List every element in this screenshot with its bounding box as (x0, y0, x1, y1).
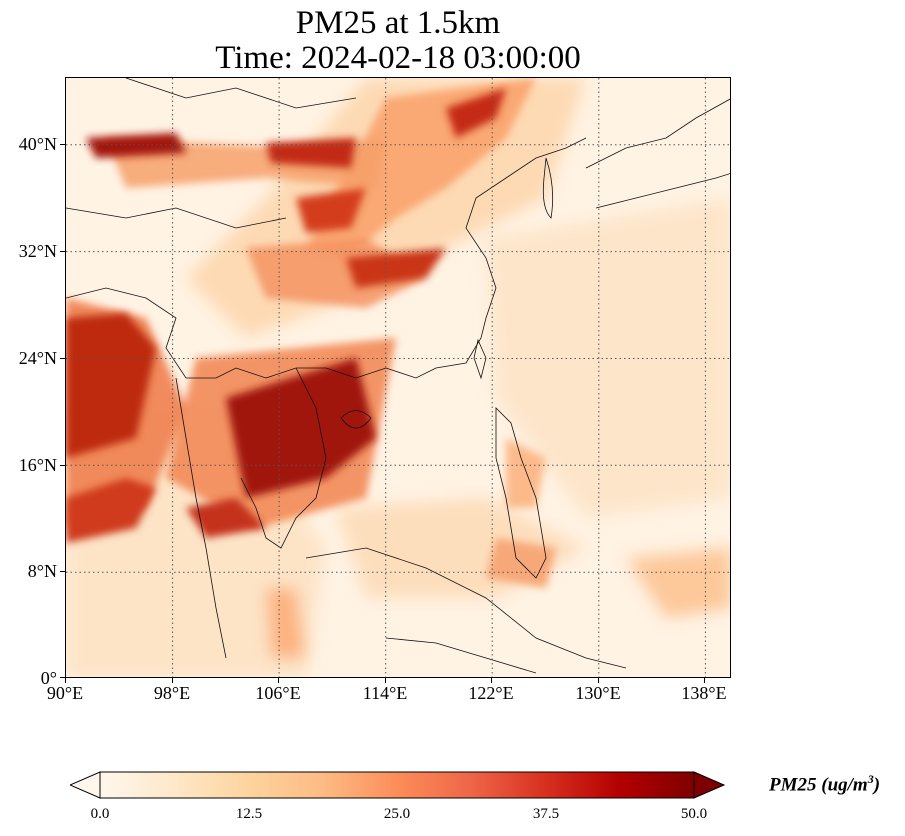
colorbar-extend-min (68, 771, 101, 799)
lat-tick-8N: 8°N (27, 561, 57, 581)
lon-tick-90E: 90°E (46, 683, 84, 703)
lat-tickmark (60, 144, 65, 145)
colorbar-extend-max (693, 771, 726, 799)
lat-tickmark (60, 677, 65, 678)
lat-tick-16N: 16°N (18, 455, 57, 475)
colorbar-label-text: PM25 (ug/m (769, 774, 868, 796)
lat-tickmark (60, 571, 65, 572)
lon-tickmark (65, 678, 66, 683)
colorbar-tick-25: 25.0 (383, 806, 411, 822)
lat-tickmark (60, 358, 65, 359)
lon-tick-106E: 106°E (255, 683, 301, 703)
lon-tickmark (385, 678, 386, 683)
lon-tick-138E: 138°E (681, 683, 727, 703)
colorbar-body (99, 771, 695, 799)
gridlines (66, 78, 730, 677)
colorbar-label-exponent: 3 (867, 772, 874, 786)
colorbar-label-close: ) (873, 774, 881, 796)
pm25-high-plumes (66, 88, 506, 543)
map-title-line1: PM25 at 1.5km (295, 5, 501, 41)
colorbar-tick-50: 50.0 (680, 806, 708, 822)
lon-tick-122E: 122°E (468, 683, 514, 703)
coastlines (66, 78, 730, 674)
map-title-line2: Time: 2024-02-18 03:00:00 (215, 40, 581, 76)
colorbar-tick-37.5: 37.5 (532, 806, 560, 822)
lon-tickmark (598, 678, 599, 683)
lat-tick-0: 0° (40, 668, 57, 688)
lat-tick-24N: 24°N (18, 348, 57, 368)
lon-tickmark (172, 678, 173, 683)
lon-tickmark (704, 678, 705, 683)
lon-tick-114E: 114°E (362, 683, 408, 703)
lon-tick-98E: 98°E (153, 683, 191, 703)
colorbar (68, 770, 726, 800)
colorbar-label: PM25 (ug/m3) (769, 772, 880, 796)
colorbar-tick-0: 0.0 (90, 806, 110, 822)
lat-tick-32N: 32°N (18, 241, 57, 261)
lat-tickmark (60, 465, 65, 466)
lat-tickmark (60, 251, 65, 252)
colorbar-tick-12.5: 12.5 (235, 806, 263, 822)
map-panel (65, 77, 731, 678)
pm25-field (66, 78, 730, 677)
lat-tick-40N: 40°N (18, 134, 57, 154)
colorbar-gradient (68, 771, 726, 799)
lon-tickmark (278, 678, 279, 683)
lon-tickmark (491, 678, 492, 683)
lon-tick-130E: 130°E (575, 683, 621, 703)
